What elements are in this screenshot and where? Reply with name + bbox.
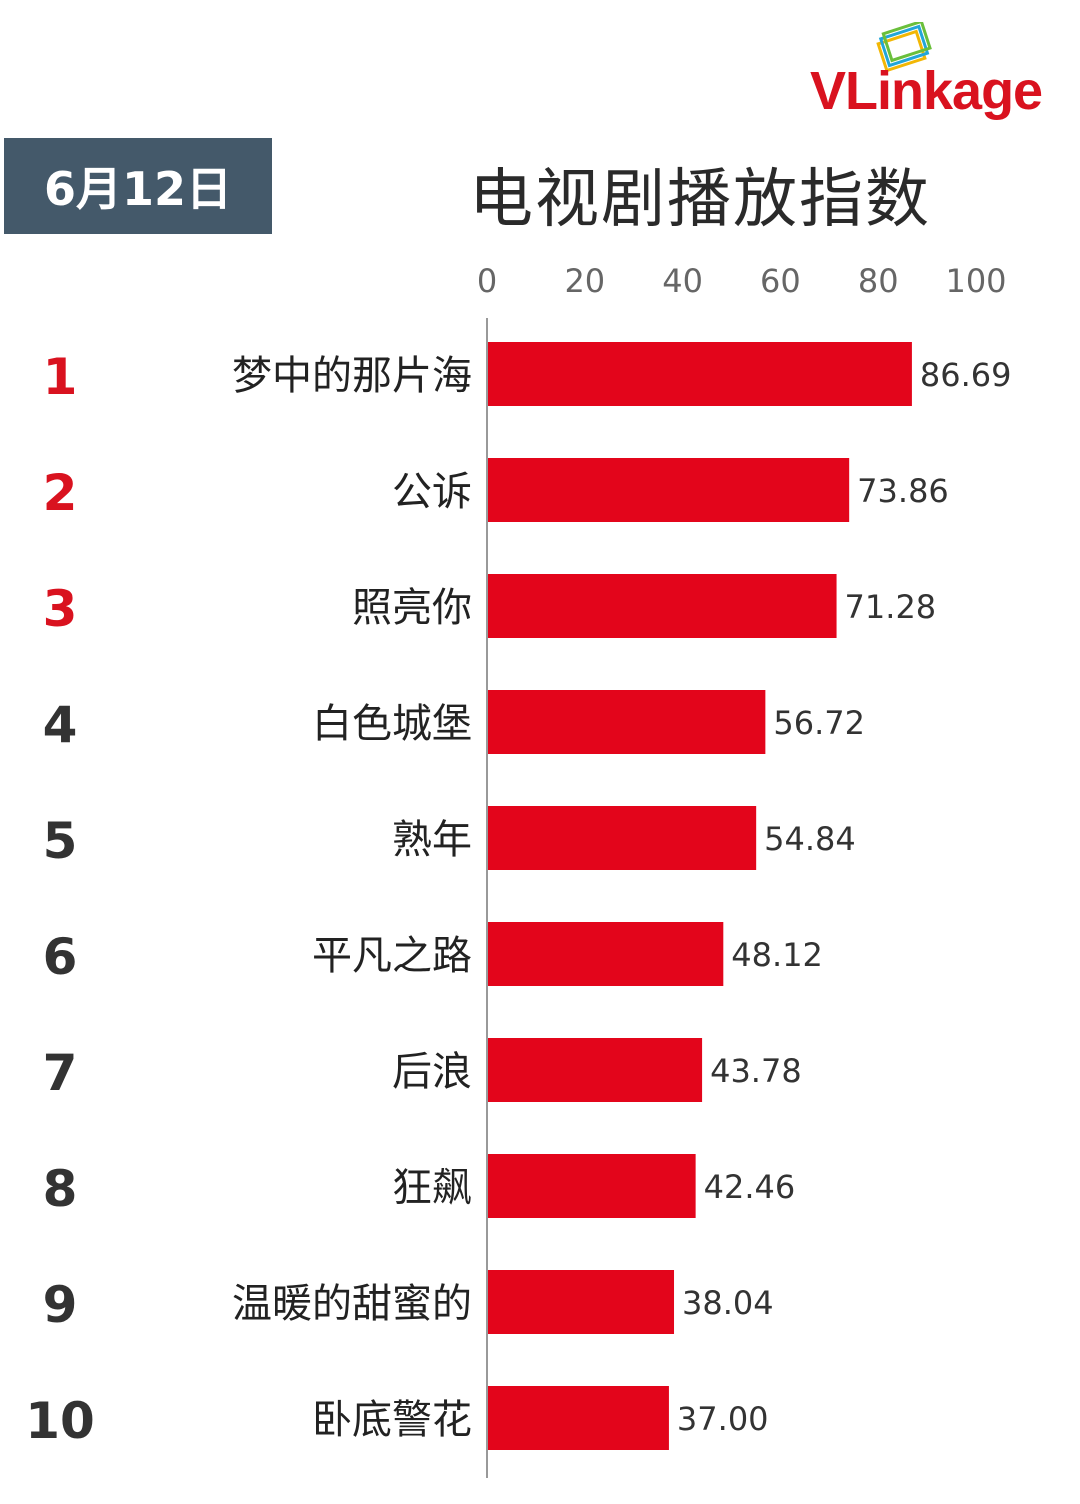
category-label: 温暖的甜蜜的 xyxy=(232,1281,472,1327)
brand-name: VLinkage xyxy=(810,60,1043,122)
bar xyxy=(488,1386,669,1450)
rank-label: 4 xyxy=(43,696,78,754)
bar xyxy=(488,458,850,522)
category-label: 卧底警花 xyxy=(312,1397,472,1443)
bar xyxy=(488,1270,675,1334)
x-tick-label: 60 xyxy=(760,262,801,300)
category-label: 白色城堡 xyxy=(312,701,472,747)
x-tick-label: 0 xyxy=(477,262,497,300)
bar xyxy=(488,922,724,986)
category-label: 狂飙 xyxy=(392,1165,472,1211)
x-tick-label: 40 xyxy=(662,262,703,300)
rank-label: 8 xyxy=(43,1160,78,1218)
rank-label: 7 xyxy=(43,1044,78,1102)
rank-label: 2 xyxy=(43,464,78,522)
value-label: 56.72 xyxy=(773,704,865,742)
date-badge: 6月12日 xyxy=(4,138,272,234)
bar xyxy=(488,806,757,870)
value-label: 43.78 xyxy=(710,1052,802,1090)
bar xyxy=(488,574,837,638)
rank-label: 1 xyxy=(43,348,78,406)
rank-label: 3 xyxy=(43,580,78,638)
rank-label: 10 xyxy=(25,1392,95,1450)
bar xyxy=(488,342,912,406)
category-label: 梦中的那片海 xyxy=(232,353,472,399)
bar xyxy=(488,1038,703,1102)
chart-title: 电视剧播放指数 xyxy=(469,163,931,237)
value-label: 86.69 xyxy=(920,356,1012,394)
category-label: 公诉 xyxy=(392,469,472,515)
category-label: 照亮你 xyxy=(352,585,472,631)
rank-label: 5 xyxy=(43,812,78,870)
x-tick-label: 80 xyxy=(858,262,899,300)
bar xyxy=(488,1154,696,1218)
value-label: 73.86 xyxy=(857,472,949,510)
vlinkage-logo: VLinkage xyxy=(810,22,1070,122)
rank-label: 6 xyxy=(43,928,78,986)
category-label: 后浪 xyxy=(392,1049,472,1095)
value-label: 54.84 xyxy=(764,820,856,858)
value-label: 42.46 xyxy=(704,1168,796,1206)
brand-name-rest: inkage xyxy=(877,61,1043,121)
rank-label: 9 xyxy=(43,1276,78,1334)
value-label: 37.00 xyxy=(677,1400,769,1438)
bar xyxy=(488,690,766,754)
category-label: 熟年 xyxy=(392,817,472,863)
brand-name-v: VL xyxy=(810,61,878,121)
value-label: 48.12 xyxy=(731,936,823,974)
category-label: 平凡之路 xyxy=(312,933,472,979)
x-tick-label: 20 xyxy=(564,262,605,300)
x-tick-label: 100 xyxy=(945,262,1006,300)
logo-mark-icon xyxy=(876,22,932,73)
value-label: 38.04 xyxy=(682,1284,774,1322)
value-label: 71.28 xyxy=(845,588,937,626)
